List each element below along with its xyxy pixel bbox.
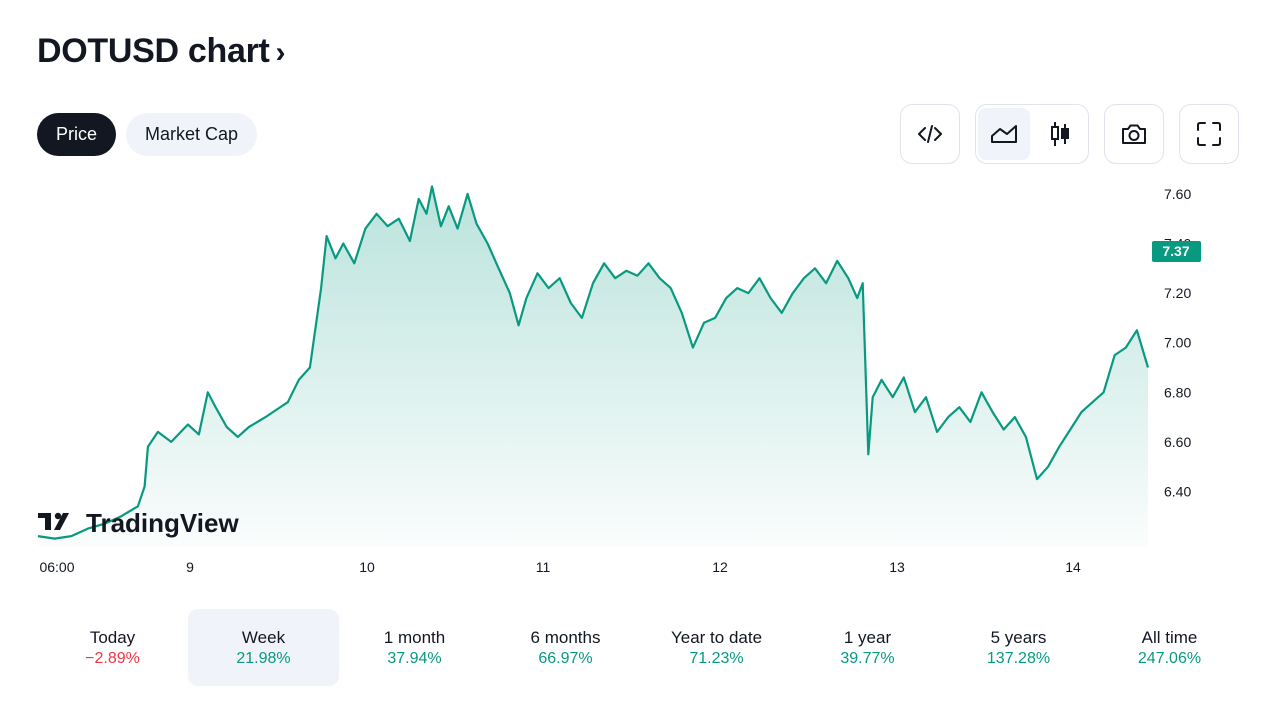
x-tick-label: 10 bbox=[359, 559, 375, 575]
period-change: 137.28% bbox=[986, 649, 1051, 667]
area-chart-button[interactable] bbox=[978, 108, 1030, 160]
price-line bbox=[37, 185, 1150, 540]
chevron-right-icon: › bbox=[275, 35, 286, 69]
period-change: 247.06% bbox=[1137, 649, 1202, 667]
period-tab[interactable]: 1 year 39.77% bbox=[792, 609, 943, 686]
price-chart[interactable]: 7.607.407.207.006.806.606.40 06:00910111… bbox=[0, 176, 1280, 586]
last-price-marker: 7.37 bbox=[1152, 240, 1201, 262]
candlestick-icon bbox=[1051, 122, 1069, 146]
plot-area bbox=[37, 185, 1150, 546]
watermark-text: TradingView bbox=[86, 508, 239, 538]
x-tick-label: 12 bbox=[712, 559, 728, 575]
tradingview-logo-icon bbox=[38, 512, 69, 530]
period-tab[interactable]: 6 months 66.97% bbox=[490, 609, 641, 686]
period-label: Today bbox=[89, 627, 136, 647]
y-tick-label: 6.40 bbox=[1164, 483, 1191, 499]
period-tab[interactable]: Year to date 71.23% bbox=[641, 609, 792, 686]
period-label: 1 year bbox=[843, 627, 892, 647]
fullscreen-button[interactable] bbox=[1179, 104, 1239, 164]
snapshot-button[interactable] bbox=[1104, 104, 1164, 164]
period-label: Week bbox=[241, 627, 286, 647]
period-change: 71.23% bbox=[689, 649, 744, 667]
y-tick-label: 6.60 bbox=[1164, 434, 1191, 450]
chart-style-switcher bbox=[975, 104, 1089, 164]
x-axis: 06:00 9 10 11 12 13 14 bbox=[39, 559, 1081, 575]
embed-button[interactable] bbox=[900, 104, 960, 164]
x-tick-label: 9 bbox=[186, 559, 194, 575]
x-tick-label: 13 bbox=[889, 559, 905, 575]
area-chart-icon bbox=[991, 125, 1017, 143]
price-area-fill bbox=[38, 186, 1148, 546]
period-tab[interactable]: Today −2.89% bbox=[37, 609, 188, 686]
period-change: −2.89% bbox=[85, 649, 140, 667]
x-tick-label: 11 bbox=[536, 559, 551, 575]
chart-type-tabs: Price Market Cap bbox=[37, 113, 258, 156]
fullscreen-icon bbox=[1183, 108, 1235, 160]
period-label: Year to date bbox=[670, 627, 763, 647]
period-tab[interactable]: 1 month 37.94% bbox=[339, 609, 490, 686]
x-tick-label: 06:00 bbox=[39, 559, 74, 575]
period-label: 1 month bbox=[383, 627, 446, 647]
tradingview-logo: TradingView bbox=[38, 508, 239, 538]
candlestick-button[interactable] bbox=[1034, 108, 1086, 160]
period-label: 6 months bbox=[530, 627, 601, 647]
tab-price[interactable]: Price bbox=[37, 113, 117, 156]
y-tick-label: 6.80 bbox=[1164, 384, 1191, 400]
y-tick-label: 7.60 bbox=[1164, 186, 1191, 202]
page-title[interactable]: DOTUSD chart › bbox=[37, 32, 286, 71]
x-tick-label: 14 bbox=[1065, 559, 1081, 575]
tab-market-cap[interactable]: Market Cap bbox=[126, 113, 258, 156]
period-tab[interactable]: Week 21.98% bbox=[188, 609, 339, 686]
period-change: 37.94% bbox=[387, 649, 442, 667]
y-axis: 7.607.407.207.006.806.606.40 bbox=[1164, 186, 1191, 500]
page-title-text: DOTUSD chart bbox=[37, 32, 270, 70]
last-price-label: 7.37 bbox=[1162, 243, 1189, 259]
performance-periods: Today −2.89% Week 21.98% 1 month 37.94% 6 mont… bbox=[37, 609, 1245, 686]
period-label: 5 years bbox=[990, 627, 1047, 647]
y-tick-label: 7.00 bbox=[1164, 335, 1191, 351]
period-change: 39.77% bbox=[840, 649, 895, 667]
period-tab[interactable]: All time 247.06% bbox=[1094, 609, 1245, 686]
y-tick-label: 7.20 bbox=[1164, 285, 1191, 301]
period-tab[interactable]: 5 years 137.28% bbox=[943, 609, 1094, 686]
period-label: All time bbox=[1141, 627, 1198, 647]
period-change: 21.98% bbox=[236, 649, 291, 667]
camera-icon bbox=[1108, 108, 1160, 160]
code-icon bbox=[904, 108, 956, 160]
period-change: 66.97% bbox=[538, 649, 593, 667]
last-price-badge bbox=[1152, 240, 1201, 262]
